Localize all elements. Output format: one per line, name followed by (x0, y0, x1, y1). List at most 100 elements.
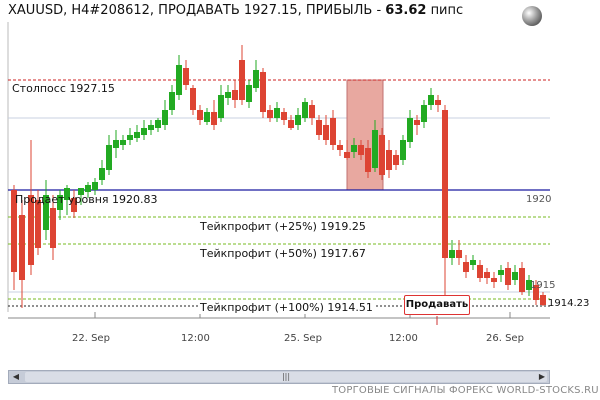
bearish-candle (316, 120, 322, 135)
bearish-candle (463, 262, 469, 272)
bearish-candle (344, 152, 350, 158)
bearish-candle (379, 135, 385, 175)
tp50-label: Тейкпрофит (+50%) 1917.67 (198, 247, 368, 260)
scrollbar-thumb[interactable]: ||| (25, 372, 547, 382)
x-tick-label: 25. Sep (284, 333, 322, 344)
bearish-candle (505, 268, 511, 285)
bearish-candle (491, 278, 497, 282)
bearish-candle (288, 120, 294, 128)
bearish-candle (337, 145, 343, 150)
bullish-candle (498, 270, 504, 275)
x-tick-label: 22. Sep (72, 333, 110, 344)
bullish-candle (57, 195, 63, 210)
x-tick-label: 12:00 (181, 333, 210, 344)
bearish-candle (533, 285, 539, 300)
bullish-candle (92, 182, 98, 190)
bearish-candle (28, 195, 34, 265)
bearish-candle (484, 272, 490, 278)
bearish-candle (365, 148, 371, 172)
bearish-candle (393, 155, 399, 165)
bullish-candle (134, 132, 140, 138)
bullish-candle (526, 280, 532, 290)
bullish-candle (512, 272, 518, 280)
title-prefix: XAUUSD, H4#208612, ПРОДАВАТЬ 1927.15, ПР… (8, 3, 382, 18)
bullish-candle (246, 85, 252, 102)
chevron-right-icon[interactable]: ▶ (538, 372, 546, 381)
bearish-candle (190, 88, 196, 110)
bullish-candle (148, 125, 154, 130)
bullish-candle (302, 102, 308, 118)
bullish-candle (253, 70, 259, 88)
bullish-candle (43, 195, 49, 230)
chart-scrollbar[interactable]: ◀ ||| ▶ (8, 370, 550, 384)
bearish-candle (11, 190, 17, 272)
tp100-label: Тейкпрофит (+100%) 1914.51 (198, 301, 375, 314)
bearish-candle (197, 110, 203, 120)
bearish-candle (50, 208, 56, 248)
globe-icon[interactable] (522, 6, 542, 26)
stop-loss-label: Столпосс 1927.15 (10, 82, 117, 95)
bearish-candle (540, 295, 546, 305)
bearish-candle (435, 100, 441, 105)
bullish-candle (141, 128, 147, 135)
bullish-candle (155, 120, 161, 128)
bullish-candle (127, 135, 133, 140)
x-tick-label: 12:00 (389, 333, 418, 344)
bullish-candle (225, 92, 231, 98)
bearish-candle (183, 68, 189, 85)
bearish-candle (281, 112, 287, 120)
bullish-candle (162, 110, 168, 125)
bearish-candle (35, 200, 41, 248)
bearish-candle (71, 198, 77, 212)
bearish-candle (309, 105, 315, 118)
bullish-candle (204, 112, 210, 122)
bullish-candle (78, 188, 84, 195)
bullish-candle (64, 188, 70, 200)
bearish-candle (330, 118, 336, 145)
bullish-candle (470, 260, 476, 265)
grip-icon: ||| (281, 372, 291, 381)
bullish-candle (351, 145, 357, 152)
bullish-candle (449, 250, 455, 258)
bearish-candle (477, 265, 483, 278)
bearish-candle (267, 110, 273, 118)
entry-level-label: Продает уровня 1920.83 (15, 193, 158, 206)
bearish-candle (519, 268, 525, 292)
profit-unit: пипс (430, 3, 464, 18)
bullish-candle (400, 140, 406, 160)
bullish-candle (176, 65, 182, 95)
bearish-candle (456, 250, 462, 258)
bullish-candle (99, 168, 105, 180)
bullish-candle (407, 118, 413, 142)
price-1920-label: 1920 (526, 194, 552, 205)
bullish-candle (295, 115, 301, 125)
bullish-candle (421, 105, 427, 122)
bullish-candle (169, 92, 175, 110)
bearish-candle (239, 60, 245, 100)
sell-signal-badge[interactable]: Продавать (404, 295, 470, 315)
bearish-candle (414, 120, 420, 125)
current-price-label: 1914.23 (548, 298, 590, 309)
bullish-candle (218, 95, 224, 118)
bearish-candle (358, 145, 364, 155)
bearish-candle (19, 215, 25, 280)
bearish-candle (211, 112, 217, 125)
chevron-left-icon[interactable]: ◀ (12, 372, 20, 381)
bullish-candle (428, 95, 434, 105)
bearish-candle (442, 110, 448, 258)
bullish-candle (85, 185, 91, 192)
bullish-candle (106, 145, 112, 170)
bearish-candle (260, 72, 266, 112)
bullish-candle (274, 108, 280, 118)
bullish-candle (372, 130, 378, 168)
bullish-candle (120, 140, 126, 145)
profit-value: 63.62 (385, 3, 427, 18)
price-1915-label: 1915 (530, 280, 556, 291)
footer-credit: ТОРГОВЫЕ СИГНАЛЫ ФОРЕКС WORLD-STOCKS.RU … (332, 385, 600, 396)
bearish-candle (232, 90, 238, 100)
chart-title: XAUUSD, H4#208612, ПРОДАВАТЬ 1927.15, ПР… (8, 3, 463, 18)
bearish-candle (386, 150, 392, 170)
bearish-candle (323, 125, 329, 140)
x-tick-label: 26. Sep (486, 333, 524, 344)
